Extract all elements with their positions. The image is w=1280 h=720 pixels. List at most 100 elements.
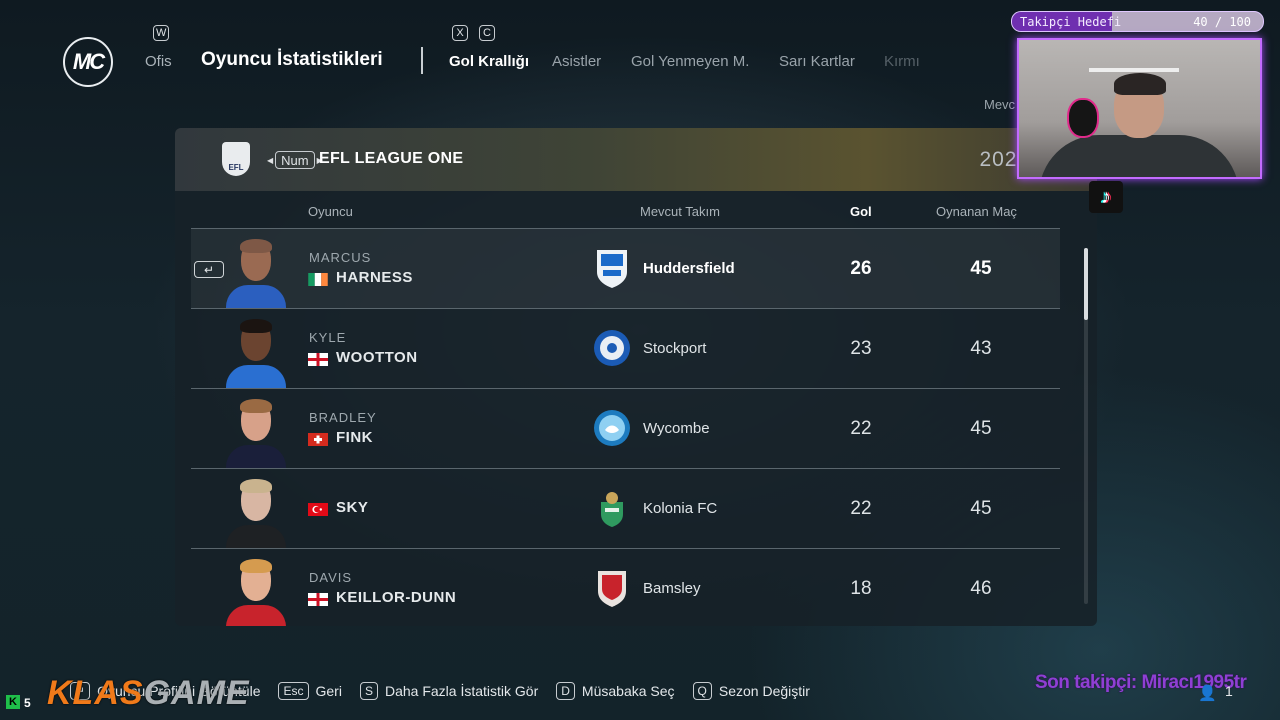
table-row[interactable]: SKY Kolonia FC 22 45 bbox=[191, 469, 1060, 549]
table-row[interactable]: DAVIS KEILLOR-DUNN Bamsley 18 46 bbox=[191, 549, 1060, 626]
player-photo bbox=[221, 477, 291, 548]
more-stats-hint[interactable]: S Daha Fazla İstatistik Gör bbox=[359, 682, 539, 700]
enter-key-icon: ↵ bbox=[70, 682, 91, 700]
follower-goal-fill bbox=[1012, 12, 1113, 31]
player-last-name: HARNESS bbox=[336, 269, 413, 286]
q-key-icon: Q bbox=[692, 682, 712, 700]
esc-key-icon: Esc bbox=[278, 682, 309, 700]
enter-key-icon: ↵ bbox=[194, 261, 224, 278]
follower-goal-label: Takipçi Hedefi bbox=[1020, 15, 1122, 29]
barnsley-crest-icon bbox=[598, 571, 626, 607]
player-first-name: KYLE bbox=[309, 330, 347, 345]
goals-value: 22 bbox=[850, 498, 872, 519]
s-key-icon: S bbox=[359, 682, 378, 700]
turkey-flag-icon bbox=[308, 503, 328, 516]
column-header-player: Oyuncu bbox=[308, 204, 353, 219]
england-flag-icon bbox=[308, 593, 328, 606]
hint-label: Geri bbox=[315, 683, 342, 699]
team-name: Stockport bbox=[643, 340, 707, 357]
arrow-left-icon: ◀ bbox=[267, 155, 274, 165]
scorer-table: ↵ MARCUS HARNESS Huddersfield 26 45 KYLE bbox=[191, 229, 1060, 626]
hint-label: Sezon Değiştir bbox=[718, 683, 810, 699]
player-last-name: FINK bbox=[336, 429, 373, 446]
player-last-name: SKY bbox=[336, 499, 369, 516]
table-row[interactable]: ↵ MARCUS HARNESS Huddersfield 26 45 bbox=[191, 229, 1060, 309]
tab-asistler[interactable]: Asistler bbox=[552, 53, 602, 70]
column-header-matches[interactable]: Oynanan Maç bbox=[936, 204, 1017, 219]
hint-label: Daha Fazla İstatistik Gör bbox=[384, 683, 539, 699]
goals-value: 26 bbox=[850, 258, 872, 279]
k-badge-icon: K bbox=[6, 695, 20, 709]
efl-league-badge: EFL bbox=[222, 142, 250, 176]
team-name: Kolonia FC bbox=[643, 500, 718, 517]
player-first-name: BRADLEY bbox=[309, 410, 377, 425]
watermark-sub: GAME bbox=[143, 674, 250, 712]
num-key-hint: Num bbox=[275, 151, 315, 169]
goals-value: 23 bbox=[850, 338, 872, 359]
matches-value: 43 bbox=[970, 338, 992, 359]
column-header-goals[interactable]: Gol bbox=[850, 204, 872, 219]
header-divider bbox=[191, 228, 1060, 229]
d-key-icon: D bbox=[556, 682, 575, 700]
stats-panel: EFL ◀ Num ▶ EFL LEAGUE ONE 2026/ Oyuncu … bbox=[175, 128, 1097, 626]
follower-goal-count: 40 / 100 bbox=[1193, 15, 1251, 29]
huddersfield-crest-icon bbox=[597, 250, 627, 288]
hint-label: Müsabaka Seç bbox=[581, 683, 675, 699]
k-count: 5 bbox=[24, 696, 31, 710]
person-icon: 👤 bbox=[1198, 685, 1217, 702]
switzerland-flag-icon bbox=[308, 433, 328, 446]
player-first-name: DAVIS bbox=[309, 570, 353, 585]
online-count: 1 bbox=[1225, 683, 1233, 699]
column-header-team: Mevcut Takım bbox=[640, 204, 720, 219]
change-season-hint[interactable]: Q Sezon Değiştir bbox=[692, 682, 810, 700]
table-row[interactable]: KYLE WOOTTON Stockport 23 43 bbox=[191, 309, 1060, 389]
tab-gol-kralligi[interactable]: Gol Krallığı bbox=[449, 53, 530, 70]
key-x-hint: X bbox=[452, 25, 468, 41]
goals-value: 22 bbox=[850, 418, 872, 439]
matches-value: 45 bbox=[970, 258, 992, 279]
back-hint[interactable]: Esc Geri bbox=[278, 682, 342, 700]
wycombe-crest-icon bbox=[594, 410, 630, 446]
player-photo bbox=[221, 317, 291, 388]
nav-divider bbox=[421, 47, 423, 74]
hint-label: Oyuncu Profilini Görüntüle bbox=[97, 683, 261, 699]
scrollbar-thumb[interactable] bbox=[1084, 248, 1088, 320]
view-profile-hint[interactable]: ↵ Oyuncu Profilini Görüntüle bbox=[70, 682, 260, 700]
tab-gol-yenmeyen[interactable]: Gol Yenmeyen M. bbox=[631, 53, 750, 70]
team-name: Huddersfield bbox=[643, 260, 735, 277]
player-last-name: WOOTTON bbox=[336, 349, 418, 366]
league-switch-control[interactable]: ◀ Num ▶ bbox=[267, 151, 323, 169]
follower-goal-bar: Takipçi Hedefi 40 / 100 bbox=[1011, 11, 1264, 32]
player-photo bbox=[221, 397, 291, 468]
matches-value: 45 bbox=[970, 418, 992, 439]
matches-value: 45 bbox=[970, 498, 992, 519]
matches-value: 46 bbox=[970, 578, 992, 599]
nav-ofis-link[interactable]: Ofis bbox=[145, 53, 172, 70]
select-competition-hint[interactable]: D Müsabaka Seç bbox=[556, 682, 675, 700]
table-scrollbar[interactable] bbox=[1084, 248, 1088, 604]
watermark-main: KLAS bbox=[47, 674, 144, 712]
control-hints-bar: ↵ Oyuncu Profilini Görüntüle Esc Geri S … bbox=[70, 682, 828, 700]
table-row[interactable]: BRADLEY FINK Wycombe 22 45 bbox=[191, 389, 1060, 469]
mc-logo: MC bbox=[63, 37, 113, 87]
key-w-hint: W bbox=[153, 25, 170, 41]
klas-game-watermark: KLASGAME bbox=[47, 674, 250, 713]
goals-value: 18 bbox=[850, 578, 872, 599]
player-photo bbox=[221, 557, 291, 626]
kolonia-fc-crest-icon bbox=[601, 492, 623, 527]
tab-sari-kartlar[interactable]: Sarı Kartlar bbox=[779, 53, 855, 70]
last-follower-overlay: Son takipçi: Miracı1995tr bbox=[1035, 672, 1247, 693]
mevcut-label: Mevc bbox=[984, 97, 1016, 112]
team-name: Bamsley bbox=[643, 580, 701, 597]
ireland-flag-icon bbox=[308, 273, 328, 286]
player-first-name: MARCUS bbox=[309, 250, 372, 265]
player-last-name: KEILLOR-DUNN bbox=[336, 589, 457, 606]
tab-kirmizi-kartlar[interactable]: Kırmı bbox=[884, 53, 920, 70]
page-title: Oyuncu İstatistikleri bbox=[201, 49, 383, 70]
tiktok-icon: ♪ bbox=[1089, 181, 1123, 213]
stockport-crest-icon bbox=[594, 330, 630, 366]
team-name: Wycombe bbox=[643, 420, 710, 437]
league-header: EFL ◀ Num ▶ EFL LEAGUE ONE 2026/ bbox=[175, 128, 1097, 191]
key-c-hint: C bbox=[479, 25, 495, 41]
webcam-overlay bbox=[1017, 38, 1262, 179]
